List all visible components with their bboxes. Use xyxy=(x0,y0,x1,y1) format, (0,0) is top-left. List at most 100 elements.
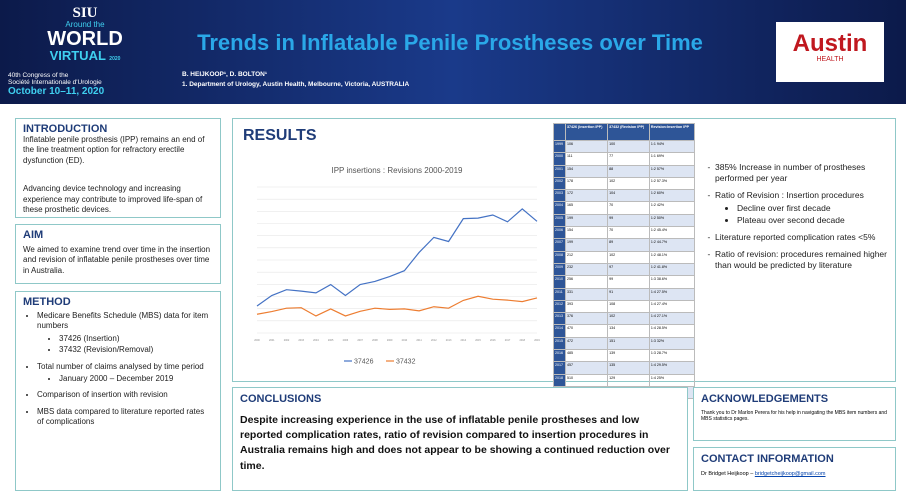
society: Société Internationale d'Urologie xyxy=(8,79,102,86)
x-tick-label: 2008 xyxy=(372,339,378,342)
header: SIU Around the WORLD VIRTUAL 2020 40th C… xyxy=(0,0,906,104)
logo-text: VIRTUAL xyxy=(49,48,106,63)
cell: 1:2 60% xyxy=(648,189,696,203)
cell: 1:2 45.4% xyxy=(648,226,696,240)
row: 2002 178 102 1:2 57.3% xyxy=(552,176,696,191)
ack-text: Thank you to Dr Marlon Perera for his he… xyxy=(701,410,887,422)
results-bullets: 385% Increase in number of prostheses pe… xyxy=(701,162,905,277)
congress-info: 40th Congress of the Société Internation… xyxy=(8,72,104,97)
sub-item: 37426 (Insertion) xyxy=(59,334,213,344)
cell: 2004 xyxy=(552,201,567,215)
email-link[interactable]: bridgetcheijkoop@gmail.com xyxy=(754,471,826,477)
cell: 2013 xyxy=(552,312,567,326)
cell: 129 xyxy=(607,373,650,387)
cell: 97 xyxy=(607,262,650,277)
cell: 376 xyxy=(565,312,609,326)
cell: 2007 xyxy=(552,238,567,252)
row: 2007 199 89 1:2 44.7% xyxy=(552,238,696,252)
cell: 1:1 69% xyxy=(648,152,696,166)
cell: 2000 xyxy=(552,152,567,166)
cell: 256 xyxy=(565,275,609,289)
cell: 1:4 29.5% xyxy=(648,361,696,375)
list-item: Literature reported complication rates <… xyxy=(715,232,905,243)
logo-text: WORLD xyxy=(47,28,123,50)
cell: 135 xyxy=(607,361,650,375)
data-table: 37426 (Insertion IPP) 37432 (Revision IPP… xyxy=(552,123,696,400)
cell: 70 xyxy=(607,201,650,215)
method-panel: METHOD Medicare Benefits Schedule (MBS) … xyxy=(15,291,221,491)
cell: 1:3 28.7% xyxy=(648,349,696,363)
cell: 1:2 42% xyxy=(648,201,696,215)
x-tick-label: 2001 xyxy=(269,339,275,342)
row: 2005 199 99 1:2 50% xyxy=(552,213,696,228)
table: 37426 (Insertion IPP) 37432 (Revision IPP… xyxy=(552,123,696,400)
x-tick-label: 2019 xyxy=(534,339,540,342)
item-text: Ratio of revision: procedures remained h… xyxy=(715,249,887,271)
cell: 172 xyxy=(565,189,609,203)
cell: 139 xyxy=(607,349,650,363)
row: 2014 470 134 1:4 28.5% xyxy=(552,324,696,338)
cell: 1:2 57.3% xyxy=(648,176,696,191)
x-tick-label: 2006 xyxy=(343,339,349,342)
cell: 1:2 41.8% xyxy=(648,262,696,277)
cell: 1:4 27.1% xyxy=(648,312,696,326)
x-tick-label: 2003 xyxy=(298,339,304,342)
chart-title: IPP insertions : Revisions 2000-2019 xyxy=(331,166,463,175)
cell: 470 xyxy=(565,324,609,338)
row: 2009 232 97 1:2 41.8% xyxy=(552,262,696,277)
cell: 99 xyxy=(607,213,650,228)
cell: 100 xyxy=(607,139,650,154)
row: 2006 154 70 1:2 45.4% xyxy=(552,226,696,240)
cell: 485 xyxy=(565,349,609,363)
contact-line: Dr Bridget Heijkoop – bridgetcheijkoop@g… xyxy=(701,471,888,477)
list-item: 385% Increase in number of prostheses pe… xyxy=(715,162,905,184)
row: 2000 111 77 1:1 69% xyxy=(552,152,696,166)
cell: 1:4 27.4% xyxy=(648,299,696,314)
section-title: METHOD xyxy=(23,296,71,308)
cell: 102 xyxy=(607,176,650,191)
x-tick-label: 2010 xyxy=(402,339,408,342)
row: 2017 457 135 1:4 29.5% xyxy=(552,361,696,375)
section-title: ACKNOWLEDGEMENTS xyxy=(701,393,829,405)
cell: 134 xyxy=(607,324,650,338)
x-tick-label: 2005 xyxy=(328,339,334,342)
cell: 2006 xyxy=(552,226,567,240)
cell: 457 xyxy=(565,361,609,375)
cell: 1:3 38.6% xyxy=(648,275,696,289)
logo-text: Around the xyxy=(65,20,105,29)
legend-label: 37432 xyxy=(396,359,416,366)
cell: 88 xyxy=(607,164,650,178)
aim-panel: AIM We aimed to examine trend over time … xyxy=(15,224,221,284)
x-tick-label: 2012 xyxy=(431,339,437,342)
header-row: 37426 (Insertion IPP) 37432 (Revision IPP… xyxy=(552,123,696,141)
paragraph: We aimed to examine trend over time in t… xyxy=(23,245,211,275)
cell: 2017 xyxy=(552,361,567,375)
cell: 1:2 44.7% xyxy=(648,238,696,252)
cell: 232 xyxy=(565,262,609,277)
header-cell: 37426 (Insertion IPP) xyxy=(565,123,609,141)
conclusion-text: Despite increasing experience in the use… xyxy=(240,414,670,472)
list-item: Total number of claims analysed by time … xyxy=(37,362,213,385)
paragraph: Inflatable penile prosthesis (IPP) remai… xyxy=(23,135,205,165)
paragraph: Advancing device technology and increasi… xyxy=(23,184,203,214)
cell: 2009 xyxy=(552,262,567,277)
sub-list: Decline over first decadePlateau over se… xyxy=(715,203,905,226)
header-cell: Revision:Insertion IPP xyxy=(648,123,696,141)
cell: 212 xyxy=(565,250,609,264)
cell: 2005 xyxy=(552,213,567,228)
series-line xyxy=(256,208,538,307)
cell: 2018 xyxy=(552,373,567,387)
series-line xyxy=(256,295,538,317)
row: 2015 472 151 1:3 32% xyxy=(552,336,696,351)
sub-item: Decline over first decade xyxy=(737,203,905,214)
cell: 102 xyxy=(607,312,650,326)
sponsor: Austin xyxy=(792,30,868,57)
list-item: MBS data compared to literature reported… xyxy=(37,407,213,428)
conclusions-panel: CONCLUSIONS Despite increasing experienc… xyxy=(232,387,688,491)
cell: 70 xyxy=(607,226,650,240)
cell: 154 xyxy=(565,226,609,240)
x-tick-label: 2004 xyxy=(313,339,319,342)
sub-list: 37426 (Insertion)37432 (Revision/Removal… xyxy=(37,334,213,356)
legend-label: 37426 xyxy=(354,359,374,366)
